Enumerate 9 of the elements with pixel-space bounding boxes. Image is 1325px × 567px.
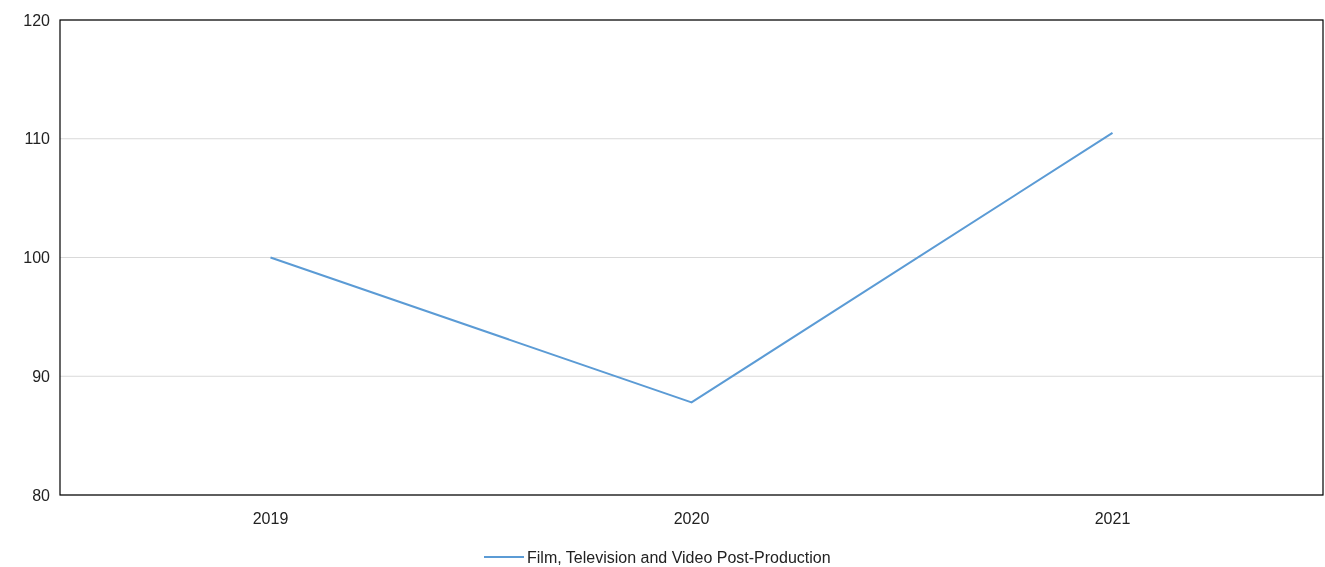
x-tick-label: 2019 bbox=[252, 510, 289, 527]
x-tick-label: 2020 bbox=[673, 510, 710, 527]
x-tick-label: 2021 bbox=[1094, 510, 1131, 527]
y-tick-label: 110 bbox=[24, 130, 51, 148]
y-tick-label: 120 bbox=[23, 11, 51, 29]
legend-label: Film, Television and Video Post-Production bbox=[527, 548, 831, 566]
y-tick-label: 100 bbox=[23, 249, 51, 267]
y-tick-label: 90 bbox=[32, 367, 51, 385]
y-tick-label: 80 bbox=[32, 486, 51, 504]
